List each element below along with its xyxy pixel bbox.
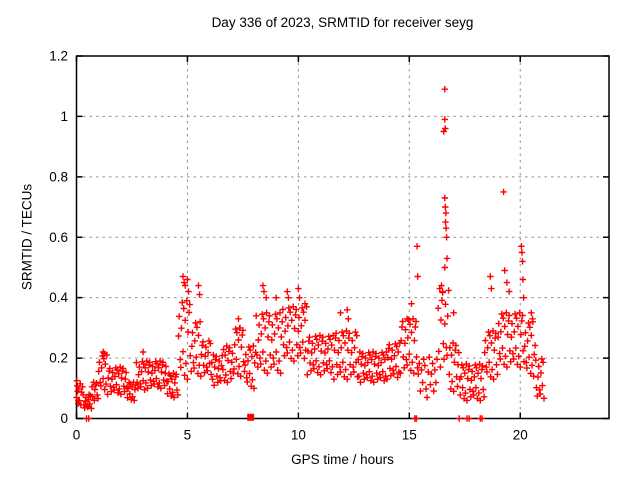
flagged-point-square (247, 413, 255, 421)
x-tick-label: 10 (291, 428, 306, 443)
y-tick-label: 1 (60, 109, 68, 124)
data-points (73, 86, 548, 422)
x-tick-label: 0 (73, 428, 81, 443)
x-tick-label: 5 (184, 428, 192, 443)
x-tick-label: 20 (513, 428, 528, 443)
plot-border (75, 55, 610, 420)
x-tick-label: 15 (402, 428, 417, 443)
y-tick-label: 0.8 (49, 169, 68, 184)
y-tick-label: 0.2 (49, 351, 68, 366)
y-tick-label: 0 (60, 411, 68, 426)
y-tick-label: 0.4 (49, 290, 68, 305)
x-axis-label: GPS time / hours (291, 452, 394, 467)
grid-lines (76, 56, 609, 419)
y-tick-label: 0.6 (49, 230, 68, 245)
y-tick-label: 1.2 (49, 49, 68, 64)
chart-title: Day 336 of 2023, SRMTID for receiver sey… (211, 15, 474, 30)
